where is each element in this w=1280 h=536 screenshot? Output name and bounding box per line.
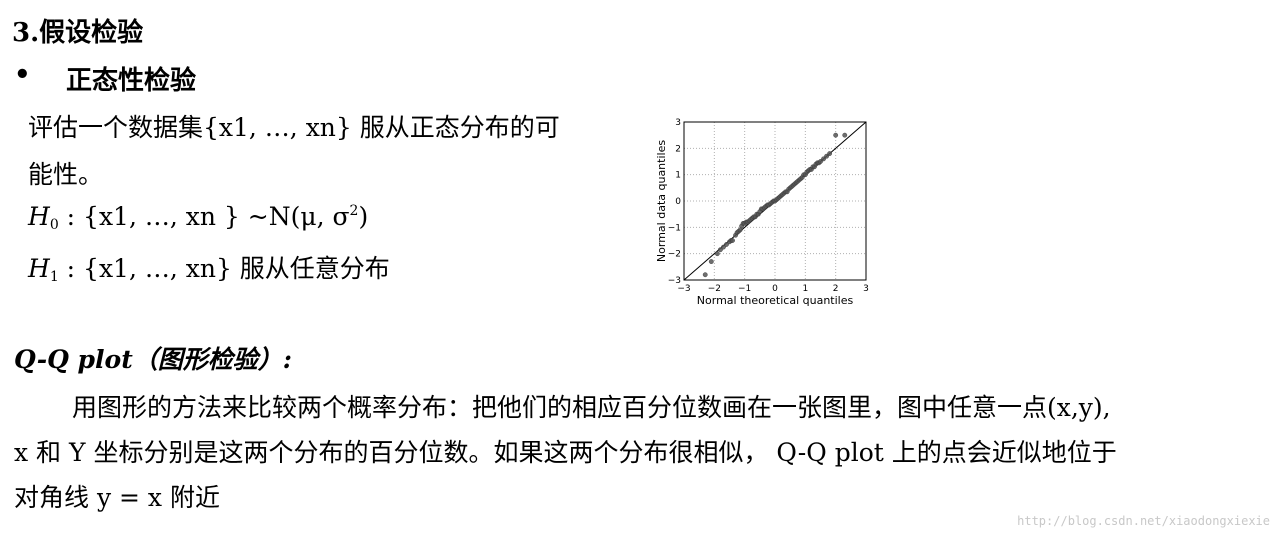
y-tick-label: −3 [668,276,681,286]
y-tick-label: 1 [675,171,681,181]
x-tick-label: −1 [738,284,751,294]
qq-body-line-3: 对角线 y = x 附近 [14,483,220,512]
qq-body-line-1: 用图形的方法来比较两个概率分布：把他们的相应百分位数画在一张图里，图中任意一点(… [72,393,1111,422]
h0-close: ) [358,202,369,231]
x-tick-label: −3 [677,284,690,294]
h0-subscript: 0 [49,217,59,233]
y-tick-label: 2 [675,144,681,154]
watermark: http://blog.csdn.net/xiaodongxiexie [1017,514,1270,528]
h0-symbol: H [28,202,50,231]
h1-subscript: 1 [49,269,59,285]
qq-heading: Q-Q plot（图形检验）: [14,345,292,374]
x-tick-label: 3 [863,284,869,294]
qq-plot-chart: −3−3 −2 −2 −1 −1 0 0 1 1 2 2 3 3 Normal theoretical … [655,118,869,307]
data-point [724,242,729,247]
data-point [842,132,848,138]
data-point [824,153,829,159]
chart-points [702,132,848,278]
x-tick-label: 2 [833,284,839,294]
h1-text: : {x1, …, xn} 服从任意分布 [58,254,390,283]
x-tick-label: 1 [802,284,808,294]
hypothesis-h0: H0 : {x1, …, xn } ~N(μ, σ2) [28,202,369,233]
data-point [714,251,720,257]
data-point [827,151,833,156]
section-subtitle: 正态性检验 [66,66,197,96]
data-point [718,247,723,253]
h0-superscript: 2 [349,203,359,219]
x-tick-label: −2 [708,284,721,294]
data-point [833,132,839,138]
h1-symbol: H [28,254,50,283]
data-point [821,156,826,162]
intro-line-1: 评估一个数据集{x1, …, xn} 服从正态分布的可 [28,113,560,142]
data-point [702,272,708,278]
section-title: 3.假设检验 [12,18,144,48]
hypothesis-h1: H1 : {x1, …, xn} 服从任意分布 [28,249,390,285]
data-point [721,244,726,250]
data-point [818,159,823,164]
data-point [730,238,735,243]
y-axis-label: Normal data quantiles [655,140,668,262]
y-tick-label: 3 [675,118,681,128]
y-tick-label: 0 [675,197,681,207]
y-tick-label: −1 [668,223,681,233]
y-tick-label: −2 [668,250,681,260]
h0-text: : {x1, …, xn } ~N(μ, σ [58,202,350,231]
x-tick-label: 0 [772,284,778,294]
qq-body-line-2: x 和 Y 坐标分别是这两个分布的百分位数。如果这两个分布很相似， Q-Q pl… [14,438,1117,467]
data-point [737,227,743,233]
bullet-icon: • [14,60,31,90]
chart-ticks: −3−3 −2 −2 −1 −1 0 0 1 1 2 2 3 3 [668,118,869,294]
data-point [708,259,714,264]
intro-line-2: 能性。 [28,160,104,189]
x-axis-label: Normal theoretical quantiles [697,294,854,307]
plot-frame [683,121,867,281]
